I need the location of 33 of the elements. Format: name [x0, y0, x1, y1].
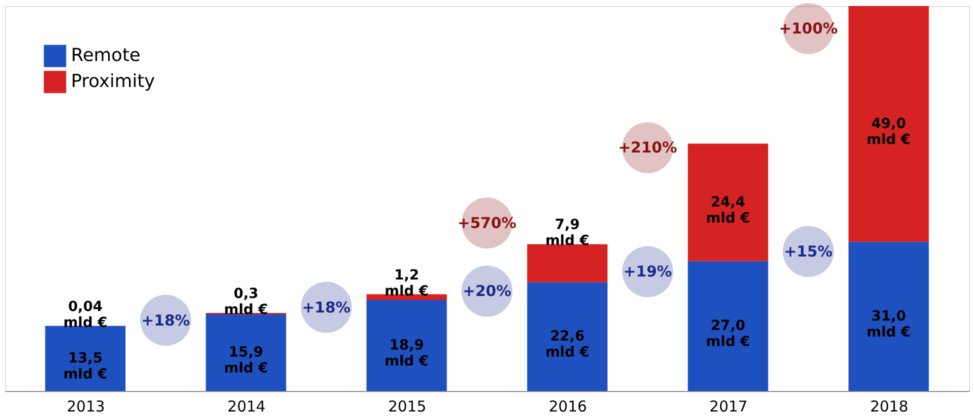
bar [45, 326, 126, 391]
data-label: 13,5 mld € [63, 350, 108, 383]
legend-label: Remote [71, 45, 140, 66]
legend-label: Proximity [71, 71, 156, 92]
bar [848, 6, 929, 242]
annotation: +15% [784, 242, 833, 260]
bar [688, 261, 768, 391]
data-label: 49,0 mld € [866, 116, 911, 148]
annotation: +19% [623, 262, 672, 281]
annotation: +18% [302, 298, 351, 316]
data-label: 18,9 mld € [384, 338, 429, 370]
x-tick-label: 2014 [227, 398, 266, 416]
bar [366, 300, 447, 391]
x-tick-label: 2015 [388, 398, 426, 416]
data-label: 27,0 mld € [706, 318, 750, 350]
annotation: +18% [141, 311, 190, 330]
x-tick-label: 2018 [870, 398, 908, 416]
bar [527, 282, 608, 391]
data-label: 22,6 mld € [545, 328, 590, 361]
bar [527, 244, 608, 282]
x-tick-label: 2017 [709, 398, 748, 416]
x-tick-label: 2013 [66, 398, 105, 416]
annotation: +210% [618, 138, 678, 157]
annotation: +20% [462, 282, 512, 300]
bar [206, 314, 286, 391]
bar [848, 242, 929, 391]
data-label: 15,9 mld € [224, 344, 268, 377]
data-label: 31,0 mld € [866, 308, 911, 340]
annotation: +100% [778, 20, 838, 38]
data-label: 24,4 mld € [706, 194, 750, 226]
bar [688, 144, 768, 262]
annotation: +570% [458, 214, 516, 232]
x-tick-label: 2016 [548, 398, 587, 416]
